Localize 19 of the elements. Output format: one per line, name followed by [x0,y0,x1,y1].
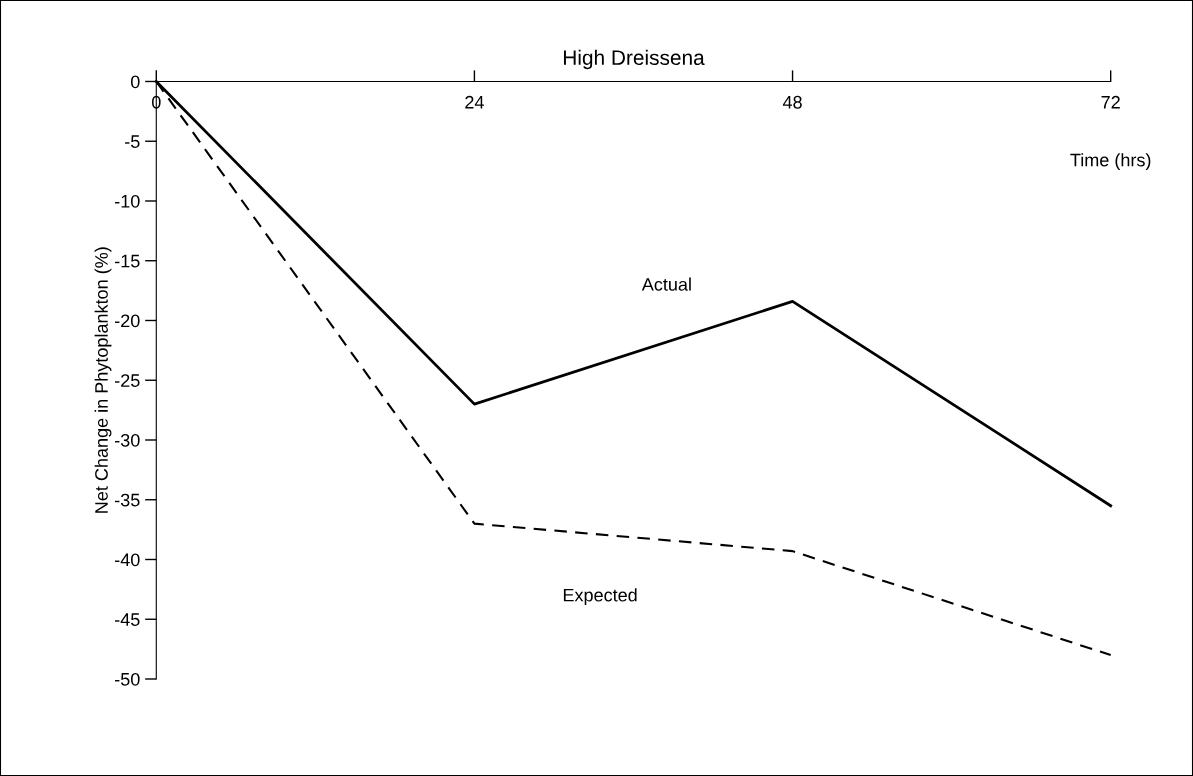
y-tick-label: 0 [130,75,140,89]
x-tick-label: 48 [782,95,802,109]
y-tick-label: -5 [125,135,140,148]
y-tick-label: -50 [115,672,140,686]
y-tick-label: -20 [115,314,140,328]
y-tick-label: -35 [115,493,140,507]
text: Expected [563,588,637,606]
y-tick-label: -15 [115,254,140,268]
y-tick-label: -10 [115,194,140,208]
y-tick-label: -25 [115,374,140,387]
y-axis-title: Net Change in Phytoplankton (%) [94,247,112,513]
x-axis-title: Time (hrs) [1070,153,1151,171]
y-tick-label: -30 [115,433,140,447]
chart-title: High Dreissena [563,49,705,70]
y-tick-label: -40 [115,553,140,567]
x-tick-label: 72 [1101,95,1120,109]
y-tick-label: -45 [115,613,140,626]
text: Actual [641,277,691,291]
x-tick-label: 24 [465,95,484,109]
